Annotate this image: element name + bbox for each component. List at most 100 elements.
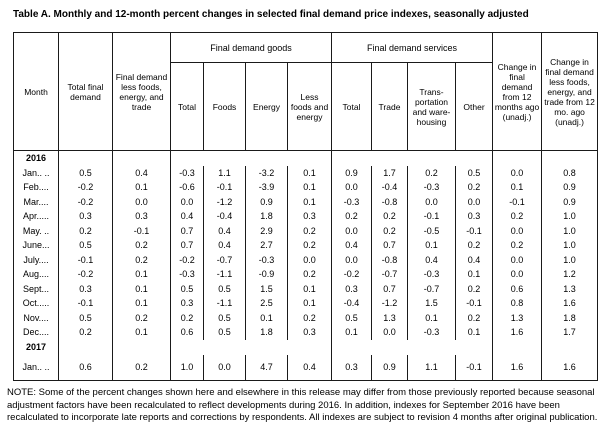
table-row: Feb.... -0.2 0.1 -0.6 -0.1 -3.9 0.1 0.0 -0.4 -0.3… <box>13 180 599 195</box>
value-cell: 0.6 <box>170 325 204 340</box>
value-cell: 0.0 <box>331 223 372 238</box>
value-cell: 0.9 <box>245 194 288 209</box>
value-cell: 0.2 <box>287 267 332 282</box>
value-cell: 1.3 <box>371 310 408 325</box>
col-header-change-less-fet-12mo: Change in final demand less foods, energ… <box>541 32 599 151</box>
month-label-cell: Jan.. .. <box>13 354 59 381</box>
value-cell: 0.2 <box>454 180 494 195</box>
value-cell: -1.2 <box>371 296 408 311</box>
value-cell: 0.0 <box>331 252 372 267</box>
value-cell: 0.1 <box>454 267 494 282</box>
value-cell: -0.3 <box>170 165 204 180</box>
value-cell: 1.8 <box>541 310 599 325</box>
value-cell: 0.4 <box>454 252 494 267</box>
value-cell: 0.2 <box>112 252 171 267</box>
value-cell: -0.3 <box>245 252 288 267</box>
value-cell: 0.2 <box>287 310 332 325</box>
table-row: Jan.. .. 0.6 0.2 1.0 0.0 4.7 0.4 0.3 0.9 1.1 -0.1 1… <box>13 354 599 381</box>
month-label-cell: Jan.. .. <box>13 165 59 180</box>
value-cell: 1.6 <box>541 354 599 381</box>
col-header-change-12-months: Change in final demand from 12 months ag… <box>492 32 543 151</box>
empty-cell <box>58 150 113 166</box>
value-cell: 0.0 <box>371 325 408 340</box>
value-cell: -0.1 <box>58 252 113 267</box>
empty-cell <box>541 150 599 166</box>
value-cell: -1.1 <box>203 296 246 311</box>
value-cell: -0.3 <box>407 180 456 195</box>
value-cell: 0.1 <box>287 194 332 209</box>
value-cell: -0.1 <box>454 354 494 381</box>
value-cell: 0.2 <box>58 223 113 238</box>
month-label-cell: Dec.... <box>13 325 59 340</box>
value-cell: 0.3 <box>454 209 494 224</box>
value-cell: 0.1 <box>287 165 332 180</box>
value-cell: -0.7 <box>371 267 408 282</box>
value-cell: 0.1 <box>287 281 332 296</box>
value-cell: -0.1 <box>454 296 494 311</box>
value-cell: 0.1 <box>112 296 171 311</box>
value-cell: -0.1 <box>407 209 456 224</box>
value-cell: -0.7 <box>407 281 456 296</box>
value-cell: 0.3 <box>112 209 171 224</box>
value-cell: -0.1 <box>454 223 494 238</box>
value-cell: 0.4 <box>170 209 204 224</box>
value-cell: -0.2 <box>58 194 113 209</box>
value-cell: 0.1 <box>407 310 456 325</box>
value-cell: -3.2 <box>245 165 288 180</box>
col-header-month: Month <box>13 32 59 151</box>
empty-cell <box>170 339 332 355</box>
value-cell: 0.2 <box>112 310 171 325</box>
table-row: Nov.... 0.5 0.2 0.2 0.5 0.1 0.2 0.5 1.3 0.1 0.2 1.3… <box>13 310 599 325</box>
value-cell: 0.5 <box>454 165 494 180</box>
value-cell: 2.7 <box>245 238 288 253</box>
empty-cell <box>330 339 494 355</box>
value-cell: 1.5 <box>407 296 456 311</box>
col-header-services-total: Total <box>331 62 372 151</box>
table-row: July.... -0.1 0.2 -0.2 -0.7 -0.3 0.0 0.0 -0.8 0.4… <box>13 252 599 267</box>
value-cell: 0.3 <box>287 209 332 224</box>
value-cell: 0.5 <box>203 310 246 325</box>
value-cell: 0.0 <box>492 223 543 238</box>
month-label-cell: Feb.... <box>13 180 59 195</box>
month-label-cell: May. .. <box>13 223 59 238</box>
value-cell: 2.9 <box>245 223 288 238</box>
value-cell: 1.0 <box>541 238 599 253</box>
month-label-cell: Nov.... <box>13 310 59 325</box>
value-cell: 0.0 <box>492 165 543 180</box>
value-cell: 1.6 <box>541 296 599 311</box>
month-label-cell: Oct..... <box>13 296 59 311</box>
value-cell: 0.2 <box>170 310 204 325</box>
empty-cell <box>58 339 113 355</box>
value-cell: 0.4 <box>407 252 456 267</box>
value-cell: 1.7 <box>371 165 408 180</box>
empty-cell <box>170 150 332 166</box>
value-cell: 0.6 <box>58 354 113 381</box>
value-cell: 1.0 <box>170 354 204 381</box>
value-cell: 1.5 <box>245 281 288 296</box>
value-cell: 0.5 <box>203 281 246 296</box>
value-cell: -0.2 <box>58 180 113 195</box>
value-cell: 0.4 <box>203 238 246 253</box>
table-header: Month Total final demand Final demand le… <box>13 32 599 151</box>
value-cell: 0.2 <box>454 238 494 253</box>
value-cell: -1.1 <box>203 267 246 282</box>
value-cell: 1.8 <box>245 325 288 340</box>
value-cell: 0.1 <box>454 325 494 340</box>
value-cell: 0.3 <box>331 281 372 296</box>
year-row: 2016 <box>13 150 599 166</box>
year-label-cell: 2016 <box>13 150 59 166</box>
value-cell: -0.2 <box>58 267 113 282</box>
table-body: 2016 Jan.. .. 0.5 0.4 -0.3 1.1 -3.2 0.1 0.9 1.7 0.… <box>13 150 599 381</box>
value-cell: 0.4 <box>287 354 332 381</box>
value-cell: 0.2 <box>454 281 494 296</box>
value-cell: 0.9 <box>541 180 599 195</box>
month-label-cell: Aug.... <box>13 267 59 282</box>
month-label-cell: Apr..... <box>13 209 59 224</box>
value-cell: 1.0 <box>541 223 599 238</box>
value-cell: -0.1 <box>203 180 246 195</box>
value-cell: -0.5 <box>407 223 456 238</box>
value-cell: 0.1 <box>245 310 288 325</box>
value-cell: -0.4 <box>203 209 246 224</box>
value-cell: 0.1 <box>112 267 171 282</box>
table-row: Jan.. .. 0.5 0.4 -0.3 1.1 -3.2 0.1 0.9 1.7 0.2 0.5… <box>13 165 599 180</box>
